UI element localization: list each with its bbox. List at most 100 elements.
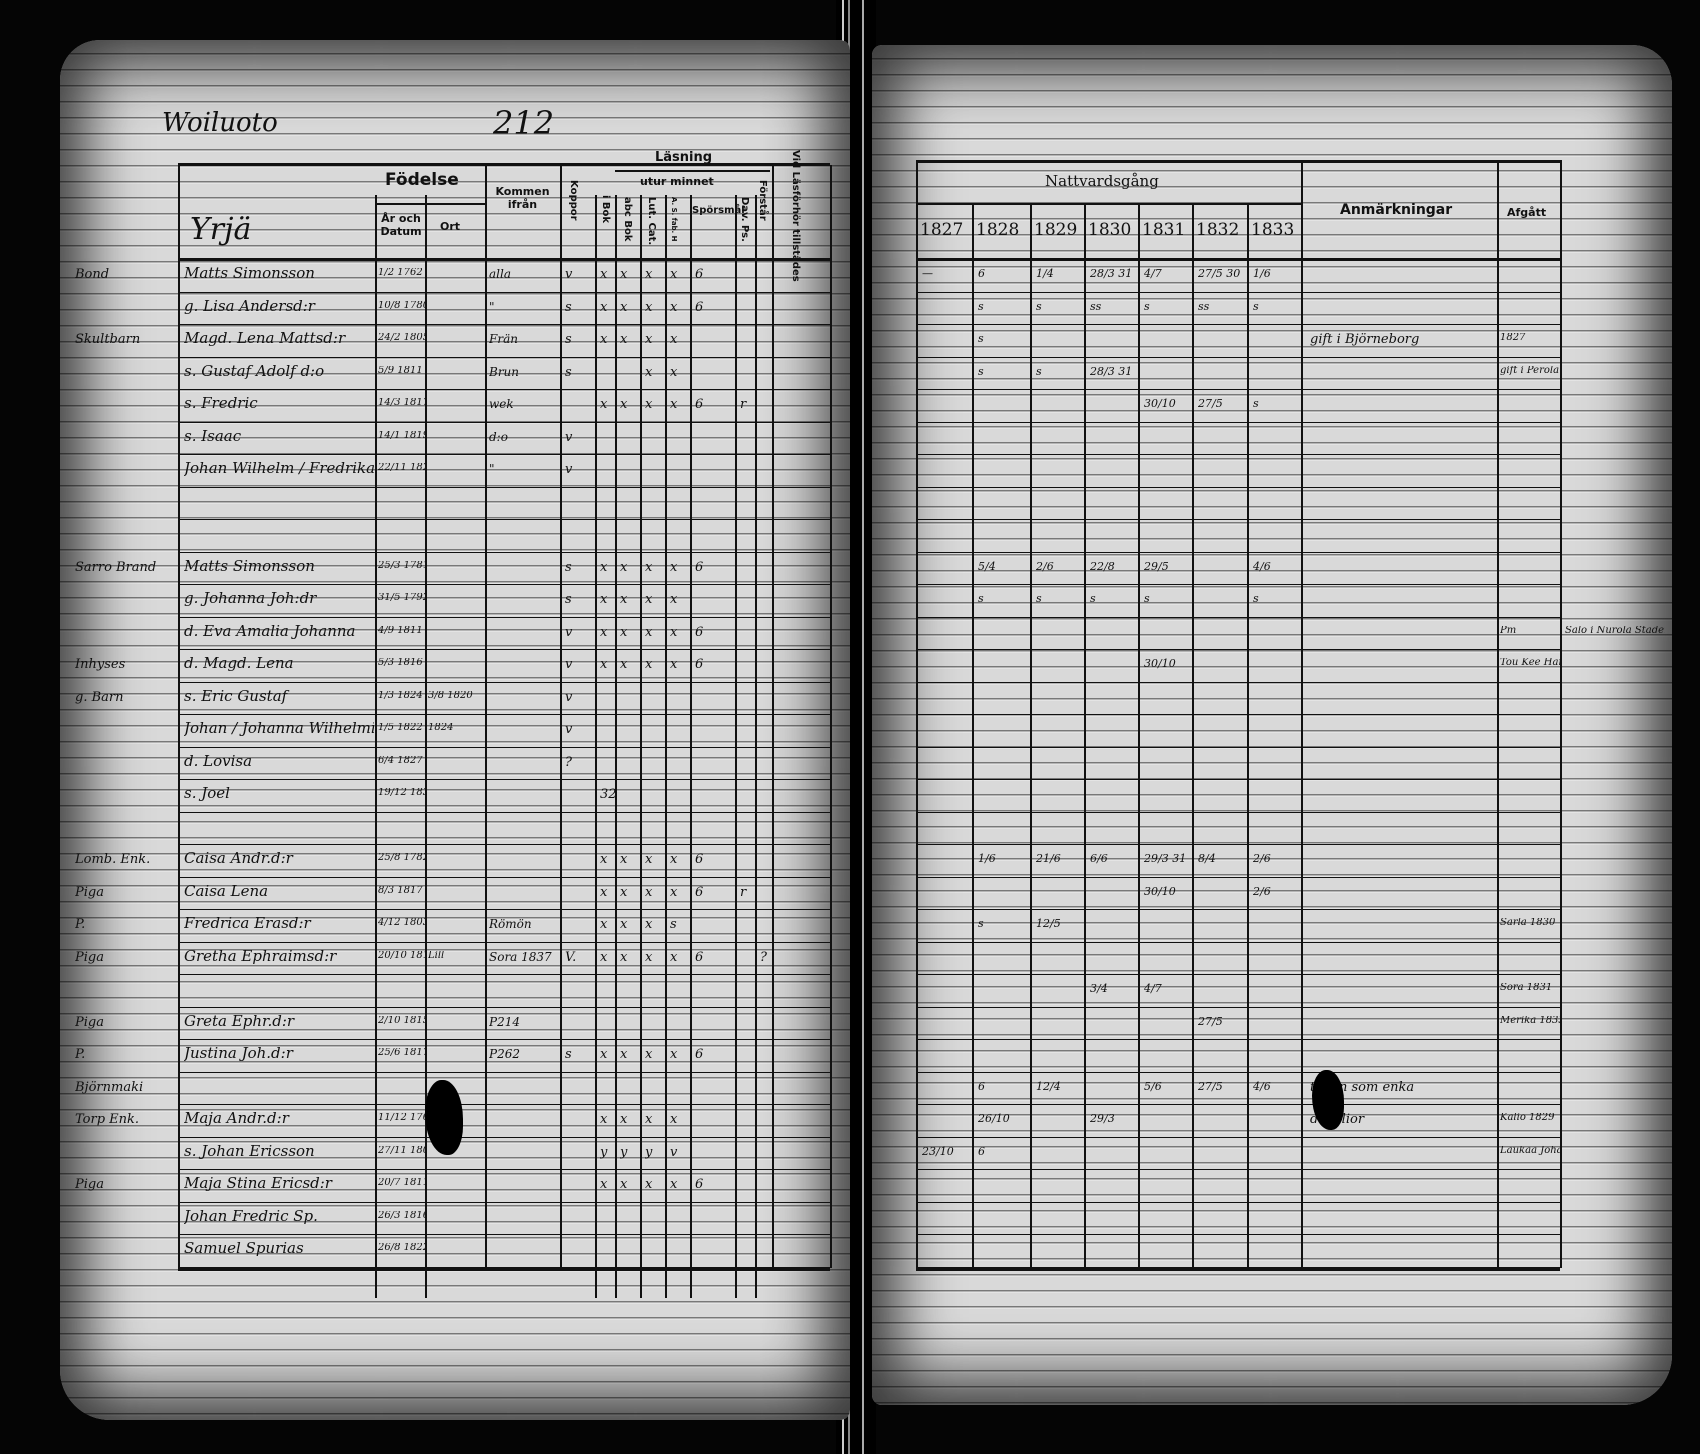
reading-mark: s [565, 333, 572, 347]
reading-mark: x [620, 560, 628, 574]
birth-place: 3/8 1820 [428, 690, 473, 701]
column-rule [1497, 160, 1499, 1268]
birth-date: 25/6 1817 [378, 1048, 425, 1059]
row-rule [178, 389, 830, 390]
reading-mark: x [600, 950, 608, 964]
communion-date: 26/10 [978, 1113, 1010, 1125]
reading-mark: 6 [695, 658, 704, 672]
reading-mark: x [670, 625, 678, 639]
column-rule [755, 195, 757, 1298]
moved-from: " [489, 463, 495, 476]
person-name: Johan Fredric Sp. [184, 1208, 318, 1224]
reading-mark: s [670, 918, 677, 932]
year-header: 1833 [1251, 220, 1295, 240]
moved-from: d:o [489, 430, 508, 443]
communion-date: ss [1198, 300, 1210, 312]
reading-mark: x [600, 853, 608, 867]
birth-date: 1/5 1822 [378, 723, 423, 734]
page-heading: Yrjä [190, 212, 252, 247]
row-rule [178, 1266, 830, 1268]
reading-mark: x [600, 1178, 608, 1192]
communion-date: 30/10 [1144, 398, 1176, 410]
reading-mark: x [670, 593, 678, 607]
communion-date: ss [1090, 300, 1102, 312]
communion-date: — [922, 268, 933, 280]
row-rule [178, 421, 830, 423]
reading-mark: y [620, 1145, 628, 1159]
row-rule [916, 421, 1560, 423]
reading-mark: x [645, 625, 653, 639]
communion-date: s [1144, 593, 1150, 605]
reading-mark: v [565, 690, 573, 704]
communion-date: 23/10 [922, 1145, 954, 1157]
reading-mark: s [565, 300, 572, 314]
reading-mark: 6 [695, 885, 704, 899]
birth-date: 25/3 1781 [378, 560, 425, 571]
lasning-rule [615, 170, 770, 172]
reading-mark: x [645, 398, 653, 412]
header-sporsmal: Spörsmål [692, 205, 745, 216]
header-lasning: Läsning [655, 150, 713, 165]
communion-date: 2/6 [1253, 853, 1271, 865]
communion-date: 30/10 [1144, 658, 1176, 670]
reading-mark: 6 [695, 1178, 704, 1192]
row-rule [178, 1169, 830, 1170]
header-vid-lasforhor: Vid Läsförhör tillstädes [790, 150, 801, 282]
reading-mark: x [670, 950, 678, 964]
birth-date: 27/11 1808 [378, 1145, 425, 1156]
gutter-line [862, 0, 864, 1454]
column-rule [375, 195, 377, 1298]
communion-date: 29/5 [1144, 560, 1169, 572]
reading-mark: x [600, 625, 608, 639]
row-status: P. [75, 1048, 86, 1062]
margin-note: Salo i Nurola Staden [1565, 625, 1665, 636]
reading-mark: x [620, 268, 628, 282]
column-rule [735, 195, 737, 1298]
communion-date: 30/10 [1144, 885, 1176, 897]
reading-mark: v [565, 268, 573, 282]
person-name: Maja Stina Ericsd:r [184, 1176, 332, 1192]
person-name: s. Eric Gustaf [184, 688, 288, 704]
communion-date: 27/5 [1198, 398, 1223, 410]
reading-mark: y [645, 1145, 653, 1159]
moved-from: Sora 1837 [489, 950, 552, 963]
departed: Laukaa Johan 1829 [1500, 1145, 1560, 1156]
row-rule [178, 1136, 830, 1138]
communion-date: s [1090, 593, 1096, 605]
reading-mark: x [600, 918, 608, 932]
communion-date: s [1036, 593, 1042, 605]
person-name: Gretha Ephraimsd:r [184, 948, 337, 964]
row-rule [178, 616, 830, 618]
row-rule [178, 356, 830, 358]
nattvard-rule [916, 203, 1301, 205]
moved-from: Frän [489, 333, 518, 346]
column-rule [1247, 205, 1249, 1268]
reading-mark: 6 [695, 950, 704, 964]
ink-blot [425, 1080, 463, 1155]
reading-mark: x [620, 625, 628, 639]
reading-mark: ? [565, 755, 572, 769]
right-page [872, 45, 1672, 1405]
birth-date: 19/12 1831 [378, 788, 425, 799]
communion-date: s [978, 333, 984, 345]
birth-place: Lill [428, 950, 445, 961]
departed: 1827 [1500, 333, 1526, 344]
reading-mark: x [645, 560, 653, 574]
communion-date: s [978, 593, 984, 605]
column-rule [425, 195, 427, 1298]
moved-from: wek [489, 398, 514, 411]
person-name: Greta Ephr.d:r [184, 1013, 295, 1029]
column-rule [665, 195, 667, 1298]
birth-date: 22/11 1822 · 1825 [378, 463, 425, 474]
row-status: P. [75, 918, 86, 932]
row-status: Piga [75, 1015, 104, 1029]
header-lut-cat: Lut. Cat. [646, 197, 657, 246]
communion-date: 4/6 [1253, 560, 1271, 572]
birth-date: 26/3 1816 [378, 1210, 425, 1221]
departed: Merika 1833 [1500, 1015, 1560, 1026]
row-rule [178, 324, 830, 325]
reading-mark: s [565, 593, 572, 607]
reading-mark: v [565, 723, 573, 737]
column-rule [1030, 205, 1032, 1268]
row-rule [916, 1104, 1560, 1105]
